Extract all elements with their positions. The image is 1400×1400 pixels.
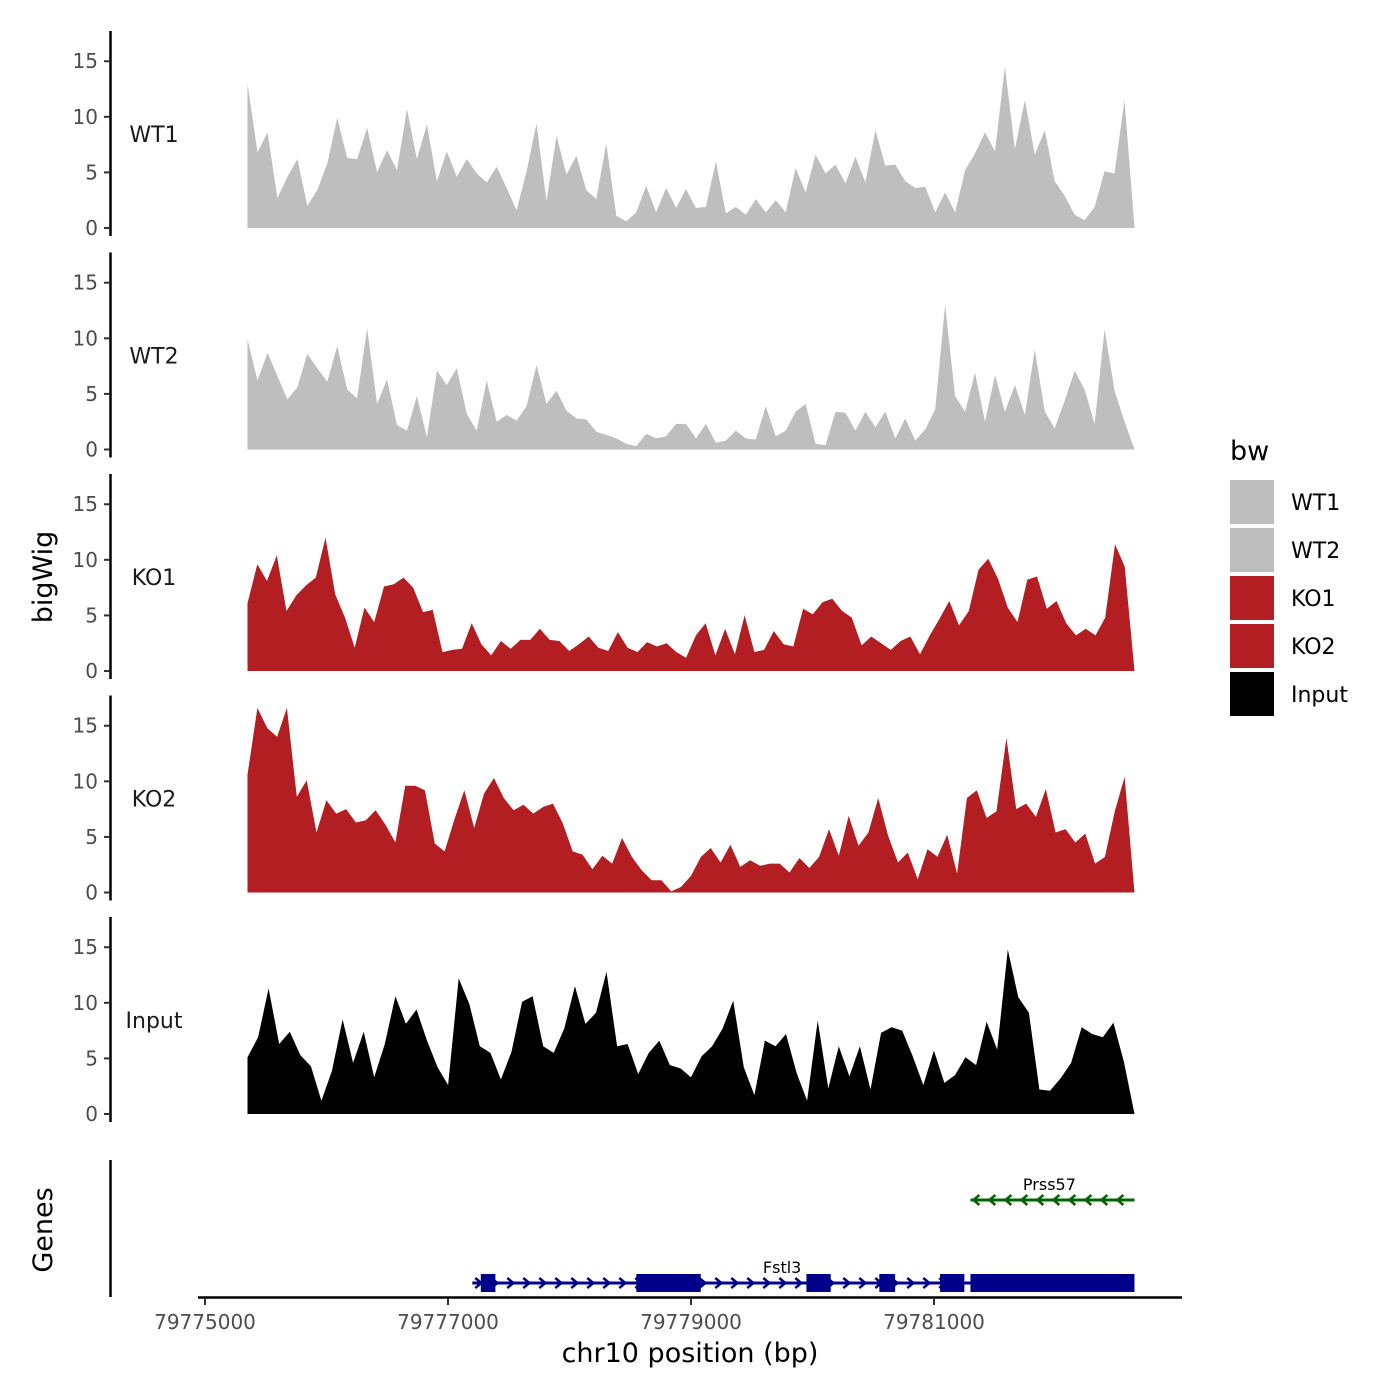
strand-chevron [1083,1194,1093,1206]
strand-chevron [586,1277,596,1289]
x-axis: 79775000 79777000 79779000 79781000 [154,1296,1182,1334]
y-tick-label: 15 [73,271,98,295]
y-tick-label: 0 [85,216,98,240]
gene-label: Prss57 [1023,1175,1076,1194]
y-tick-label: 15 [73,935,98,959]
strand-chevron [602,1277,612,1289]
x-tick-label: 79775000 [154,1310,256,1334]
y-tick-label: 5 [85,1046,98,1070]
signal-area-wt1 [247,66,1135,228]
strand-chevron [1115,1194,1125,1206]
legend-key-ko1 [1230,576,1274,620]
strand-chevron [1067,1194,1077,1206]
exon [879,1274,896,1292]
legend-key-ko2 [1230,624,1274,668]
y-tick-label: 5 [85,825,98,849]
y-tick-label: 10 [73,991,98,1015]
track-label: WT2 [129,345,178,370]
strand-chevron [762,1277,772,1289]
strand-chevron [506,1277,516,1289]
y-tick-label: 0 [85,659,98,683]
strand-chevron [714,1277,724,1289]
track-wt2: 0 5 10 15 WT2 [73,252,1135,462]
exon [940,1274,965,1292]
track-label: Input [126,1009,183,1034]
track-input: 0 5 10 15 Input [73,917,1135,1126]
y-tick-label: 10 [73,548,98,572]
track-label: KO2 [132,788,177,813]
strand-chevron [1019,1194,1029,1206]
y-tick-label: 10 [73,105,98,129]
track-panels: 0 5 10 15 WT1 0 5 10 15 WT2 0 5 10 15 KO1 0 5 10 15 KO2 0 5 10… [73,31,1135,1126]
y-tick-label: 15 [73,492,98,516]
legend-label-wt2: WT2 [1291,539,1340,564]
strand-chevron [794,1277,804,1289]
x-tick-label: 79781000 [883,1310,985,1334]
y-tick-label: 15 [73,714,98,738]
genes-axis-title: Genes [28,1187,59,1272]
signal-area-ko2 [247,707,1135,893]
strand-chevron [922,1277,932,1289]
legend-key-input [1230,672,1274,716]
legend-key-wt2 [1230,528,1274,572]
strand-chevron [1003,1194,1013,1206]
strand-chevron [971,1194,981,1206]
gene-prss57: Prss57 [970,1175,1135,1206]
legend-label-input: Input [1291,683,1348,708]
strand-chevron [906,1277,916,1289]
track-ko2: 0 5 10 15 KO2 [73,695,1135,905]
legend-label-ko2: KO2 [1291,635,1336,660]
y-tick-label: 10 [73,326,98,350]
strand-chevron [987,1194,997,1206]
y-axis-title: bigWig [28,531,59,624]
strand-chevron [842,1277,852,1289]
strand-chevron [746,1277,756,1289]
strand-chevron [570,1277,580,1289]
x-axis-title: chr10 position (bp) [562,1338,819,1369]
legend-title: bw [1230,436,1269,467]
y-tick-label: 5 [85,160,98,184]
legend-label-ko1: KO1 [1291,587,1336,612]
y-tick-label: 5 [85,382,98,406]
legend-label-wt1: WT1 [1291,491,1340,516]
strand-chevron [698,1277,708,1289]
strand-chevron [538,1277,548,1289]
track-label: KO1 [132,566,177,591]
strand-chevron [1099,1194,1109,1206]
legend-key-wt1 [1230,480,1274,524]
y-tick-label: 5 [85,603,98,627]
track-label: WT1 [129,123,178,148]
x-tick-label: 79779000 [640,1310,742,1334]
signal-area-wt2 [247,305,1135,450]
legend: bw WT1 WT2 KO1 KO2 Input [1230,436,1348,716]
signal-area-input [247,949,1135,1114]
strand-chevron [778,1277,788,1289]
y-tick-label: 0 [85,438,98,462]
x-tick-label: 79777000 [397,1310,499,1334]
y-tick-label: 0 [85,881,98,905]
y-tick-label: 0 [85,1102,98,1126]
exon [970,1274,1135,1292]
strand-chevron [1051,1194,1061,1206]
strand-chevron [618,1277,628,1289]
exon [480,1274,496,1292]
gene-fstl3: Fstl3 [472,1258,1135,1292]
gene-label: Fstl3 [763,1258,801,1277]
strand-chevron [522,1277,532,1289]
strand-chevron [730,1277,740,1289]
genes-panel: Prss57 Fstl3 [109,1160,1135,1297]
exon [806,1274,831,1292]
track-wt1: 0 5 10 15 WT1 [73,31,1135,240]
strand-chevron [858,1277,868,1289]
y-tick-label: 10 [73,769,98,793]
strand-chevron [554,1277,564,1289]
track-ko1: 0 5 10 15 KO1 [73,474,1135,683]
signal-area-ko1 [247,537,1135,671]
y-tick-label: 15 [73,49,98,73]
strand-chevron [1035,1194,1045,1206]
exon [636,1274,701,1292]
